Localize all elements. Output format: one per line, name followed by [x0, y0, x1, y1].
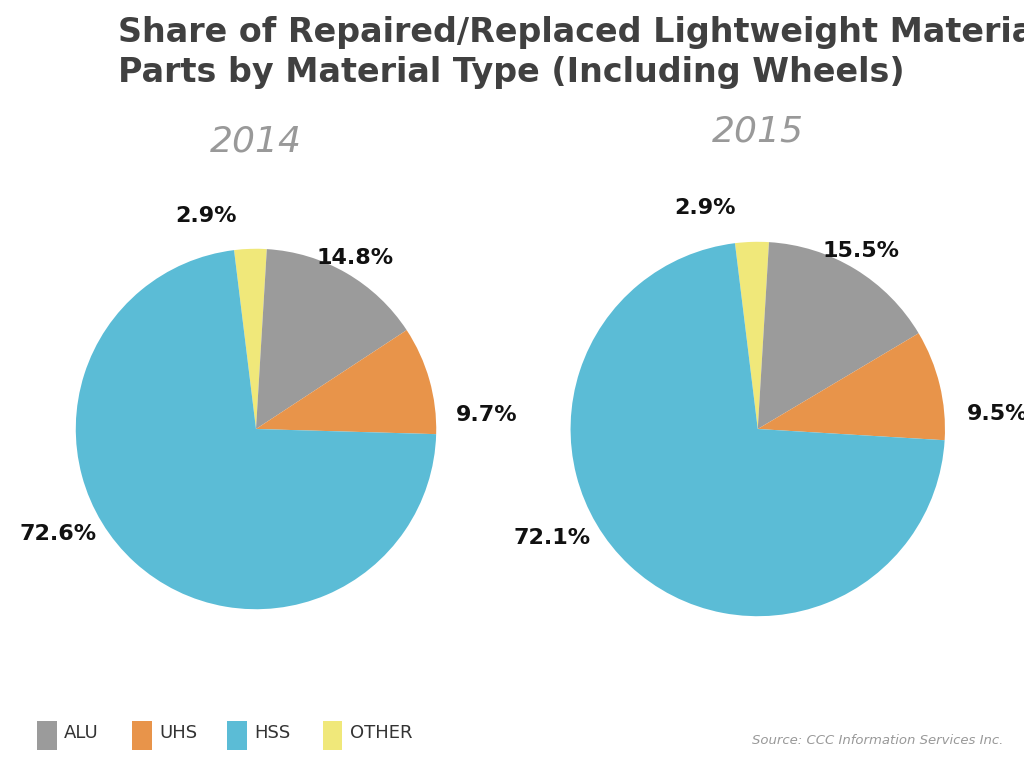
Wedge shape [758, 242, 919, 429]
Wedge shape [234, 249, 267, 429]
Text: Share of Repaired/Replaced Lightweight Material
Parts by Material Type (Includin: Share of Repaired/Replaced Lightweight M… [118, 16, 1024, 89]
Text: 2.9%: 2.9% [175, 207, 237, 226]
Text: 72.1%: 72.1% [513, 527, 591, 548]
Text: 15.5%: 15.5% [822, 241, 899, 261]
Wedge shape [570, 243, 944, 616]
Text: 9.7%: 9.7% [456, 405, 517, 424]
Text: 9.5%: 9.5% [967, 404, 1024, 424]
Text: UHS: UHS [159, 724, 198, 743]
Wedge shape [76, 250, 436, 609]
Text: OTHER: OTHER [349, 724, 412, 743]
Wedge shape [256, 249, 407, 429]
Text: 2015: 2015 [712, 114, 804, 148]
Text: Source: CCC Information Services Inc.: Source: CCC Information Services Inc. [753, 735, 1004, 747]
Bar [132, 721, 152, 750]
Text: 72.6%: 72.6% [19, 523, 96, 544]
Text: 2.9%: 2.9% [675, 198, 736, 218]
Text: 2014: 2014 [210, 125, 302, 158]
Text: FIG. 47: FIG. 47 [44, 45, 54, 83]
Text: 14.8%: 14.8% [316, 248, 393, 268]
Wedge shape [256, 330, 436, 434]
Wedge shape [758, 333, 945, 440]
Text: ALU: ALU [63, 724, 98, 743]
Bar [323, 721, 342, 750]
Text: HSS: HSS [254, 724, 291, 743]
Bar [227, 721, 247, 750]
Wedge shape [735, 242, 769, 429]
Bar [37, 721, 56, 750]
